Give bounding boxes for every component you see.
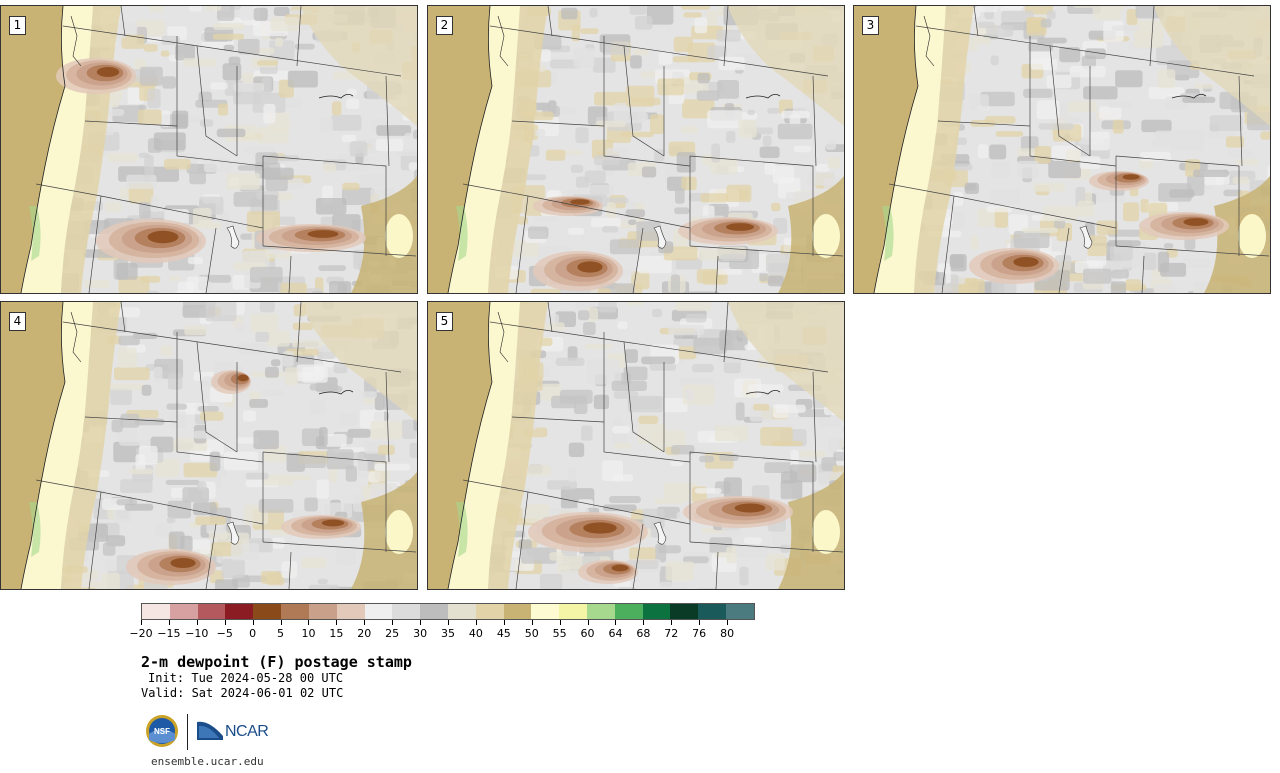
init-time: Init: Tue 2024-05-28 00 UTC	[148, 671, 344, 685]
colorbar-tick	[475, 620, 477, 625]
map-field	[428, 302, 844, 589]
colorbar-tick	[503, 620, 505, 625]
logo-divider	[187, 714, 188, 750]
map-panel-2: 2	[427, 5, 845, 294]
member-label: 4	[9, 312, 26, 331]
colorbar-swatch	[642, 604, 671, 619]
colorbar-tick-label: 80	[720, 627, 735, 640]
colorbar-tick-label: 20	[357, 627, 372, 640]
colorbar-swatch	[253, 604, 282, 619]
colorbar-swatch	[420, 604, 448, 619]
map-field	[1, 6, 417, 293]
colorbar-swatch	[197, 604, 226, 619]
colorbar-tick-label: 72	[664, 627, 679, 640]
colorbar-tick-label: 64	[608, 627, 623, 640]
map-field	[428, 6, 844, 293]
colorbar-swatch	[503, 604, 532, 619]
colorbar-tick	[448, 620, 449, 625]
ncar-logo-icon	[197, 721, 223, 740]
colorbar-swatch	[169, 604, 198, 619]
colorbar-tick	[699, 620, 701, 625]
colorbar-tick	[168, 620, 170, 625]
colorbar-swatch	[587, 604, 615, 619]
colorbar-swatch	[392, 604, 421, 619]
colorbar-tick	[587, 620, 589, 625]
colorbar-swatch	[281, 604, 309, 619]
product-title: 2-m dewpoint (F) postage stamp	[141, 653, 412, 671]
colorbar-tick-label: 45	[496, 627, 511, 640]
colorbar-tick	[727, 620, 729, 625]
nsf-logo-icon: NSF	[146, 715, 178, 747]
colorbar-tick	[615, 620, 617, 625]
colorbar-ticks: −20 −15 −10 −5 0 5 10 15 20 25 30 35 40 45 50 55 60 64 68 7…	[129, 620, 755, 640]
colorbar-swatch	[559, 604, 587, 619]
valid-time: Valid: Sat 2024-06-01 02 UTC	[141, 686, 344, 700]
map-panel-4: 4	[0, 301, 418, 590]
colorbar-tick	[392, 620, 394, 625]
colorbar-swatch	[531, 604, 560, 619]
colorbar-tick	[308, 620, 310, 625]
colorbar-swatch	[308, 604, 337, 619]
colorbar-tick-label: −10	[185, 627, 209, 640]
colorbar-tick	[364, 620, 366, 625]
colorbar-swatch	[475, 604, 504, 619]
colorbar-tick-label: 55	[552, 627, 567, 640]
colorbar-tick	[559, 620, 561, 625]
website-link[interactable]: ensemble.ucar.edu	[151, 755, 264, 768]
colorbar-swatch	[336, 604, 365, 619]
colorbar-swatch	[364, 604, 393, 619]
nsf-logo-text: NSF	[154, 727, 170, 736]
colorbar-tick	[280, 620, 282, 625]
colorbar-swatch	[698, 604, 727, 619]
member-label: 3	[862, 16, 879, 35]
colorbar-tick-label: 0	[249, 627, 257, 640]
colorbar-tick-label: 30	[413, 627, 428, 640]
colorbar-tick-label: 15	[329, 627, 344, 640]
colorbar-tick	[671, 620, 673, 625]
ncar-logo-text: NCAR	[225, 723, 269, 740]
sponsor-logos: NSF NCAR	[143, 712, 283, 752]
colorbar-tick	[531, 620, 533, 625]
colorbar-swatch	[447, 604, 476, 619]
member-label: 2	[436, 16, 453, 35]
colorbar-tick-label: 25	[385, 627, 400, 640]
map-field	[1, 302, 417, 589]
colorbar-tick	[420, 620, 422, 625]
colorbar-tick	[196, 620, 198, 625]
colorbar-tick-label: −15	[157, 627, 181, 640]
colorbar-swatch	[142, 604, 170, 619]
colorbar-tick-label: 5	[277, 627, 285, 640]
colorbar-tick-label: −20	[129, 627, 153, 640]
colorbar-tick	[643, 620, 645, 625]
map-panel-5: 5	[427, 301, 845, 590]
colorbar-tick	[252, 620, 254, 625]
colorbar-tick-label: 40	[468, 627, 483, 640]
colorbar-swatch	[614, 604, 643, 619]
colorbar-tick-label: 60	[580, 627, 595, 640]
colorbar	[141, 603, 755, 620]
colorbar-swatch	[670, 604, 699, 619]
colorbar-tick	[224, 620, 226, 625]
colorbar-swatch	[726, 604, 754, 619]
map-panel-3: 3	[853, 5, 1271, 294]
colorbar-tick	[141, 620, 142, 625]
colorbar-swatch	[225, 604, 254, 619]
colorbar-tick-label: 10	[301, 627, 316, 640]
map-panel-1: 1	[0, 5, 418, 294]
colorbar-tick-label: 68	[636, 627, 651, 640]
member-label: 1	[9, 16, 26, 35]
colorbar-tick-label: 50	[524, 627, 539, 640]
map-field	[854, 6, 1270, 293]
colorbar-tick-label: −5	[216, 627, 233, 640]
colorbar-tick	[336, 620, 338, 625]
member-label: 5	[436, 312, 453, 331]
colorbar-tick-label: 76	[692, 627, 707, 640]
colorbar-tick-label: 35	[441, 627, 455, 640]
